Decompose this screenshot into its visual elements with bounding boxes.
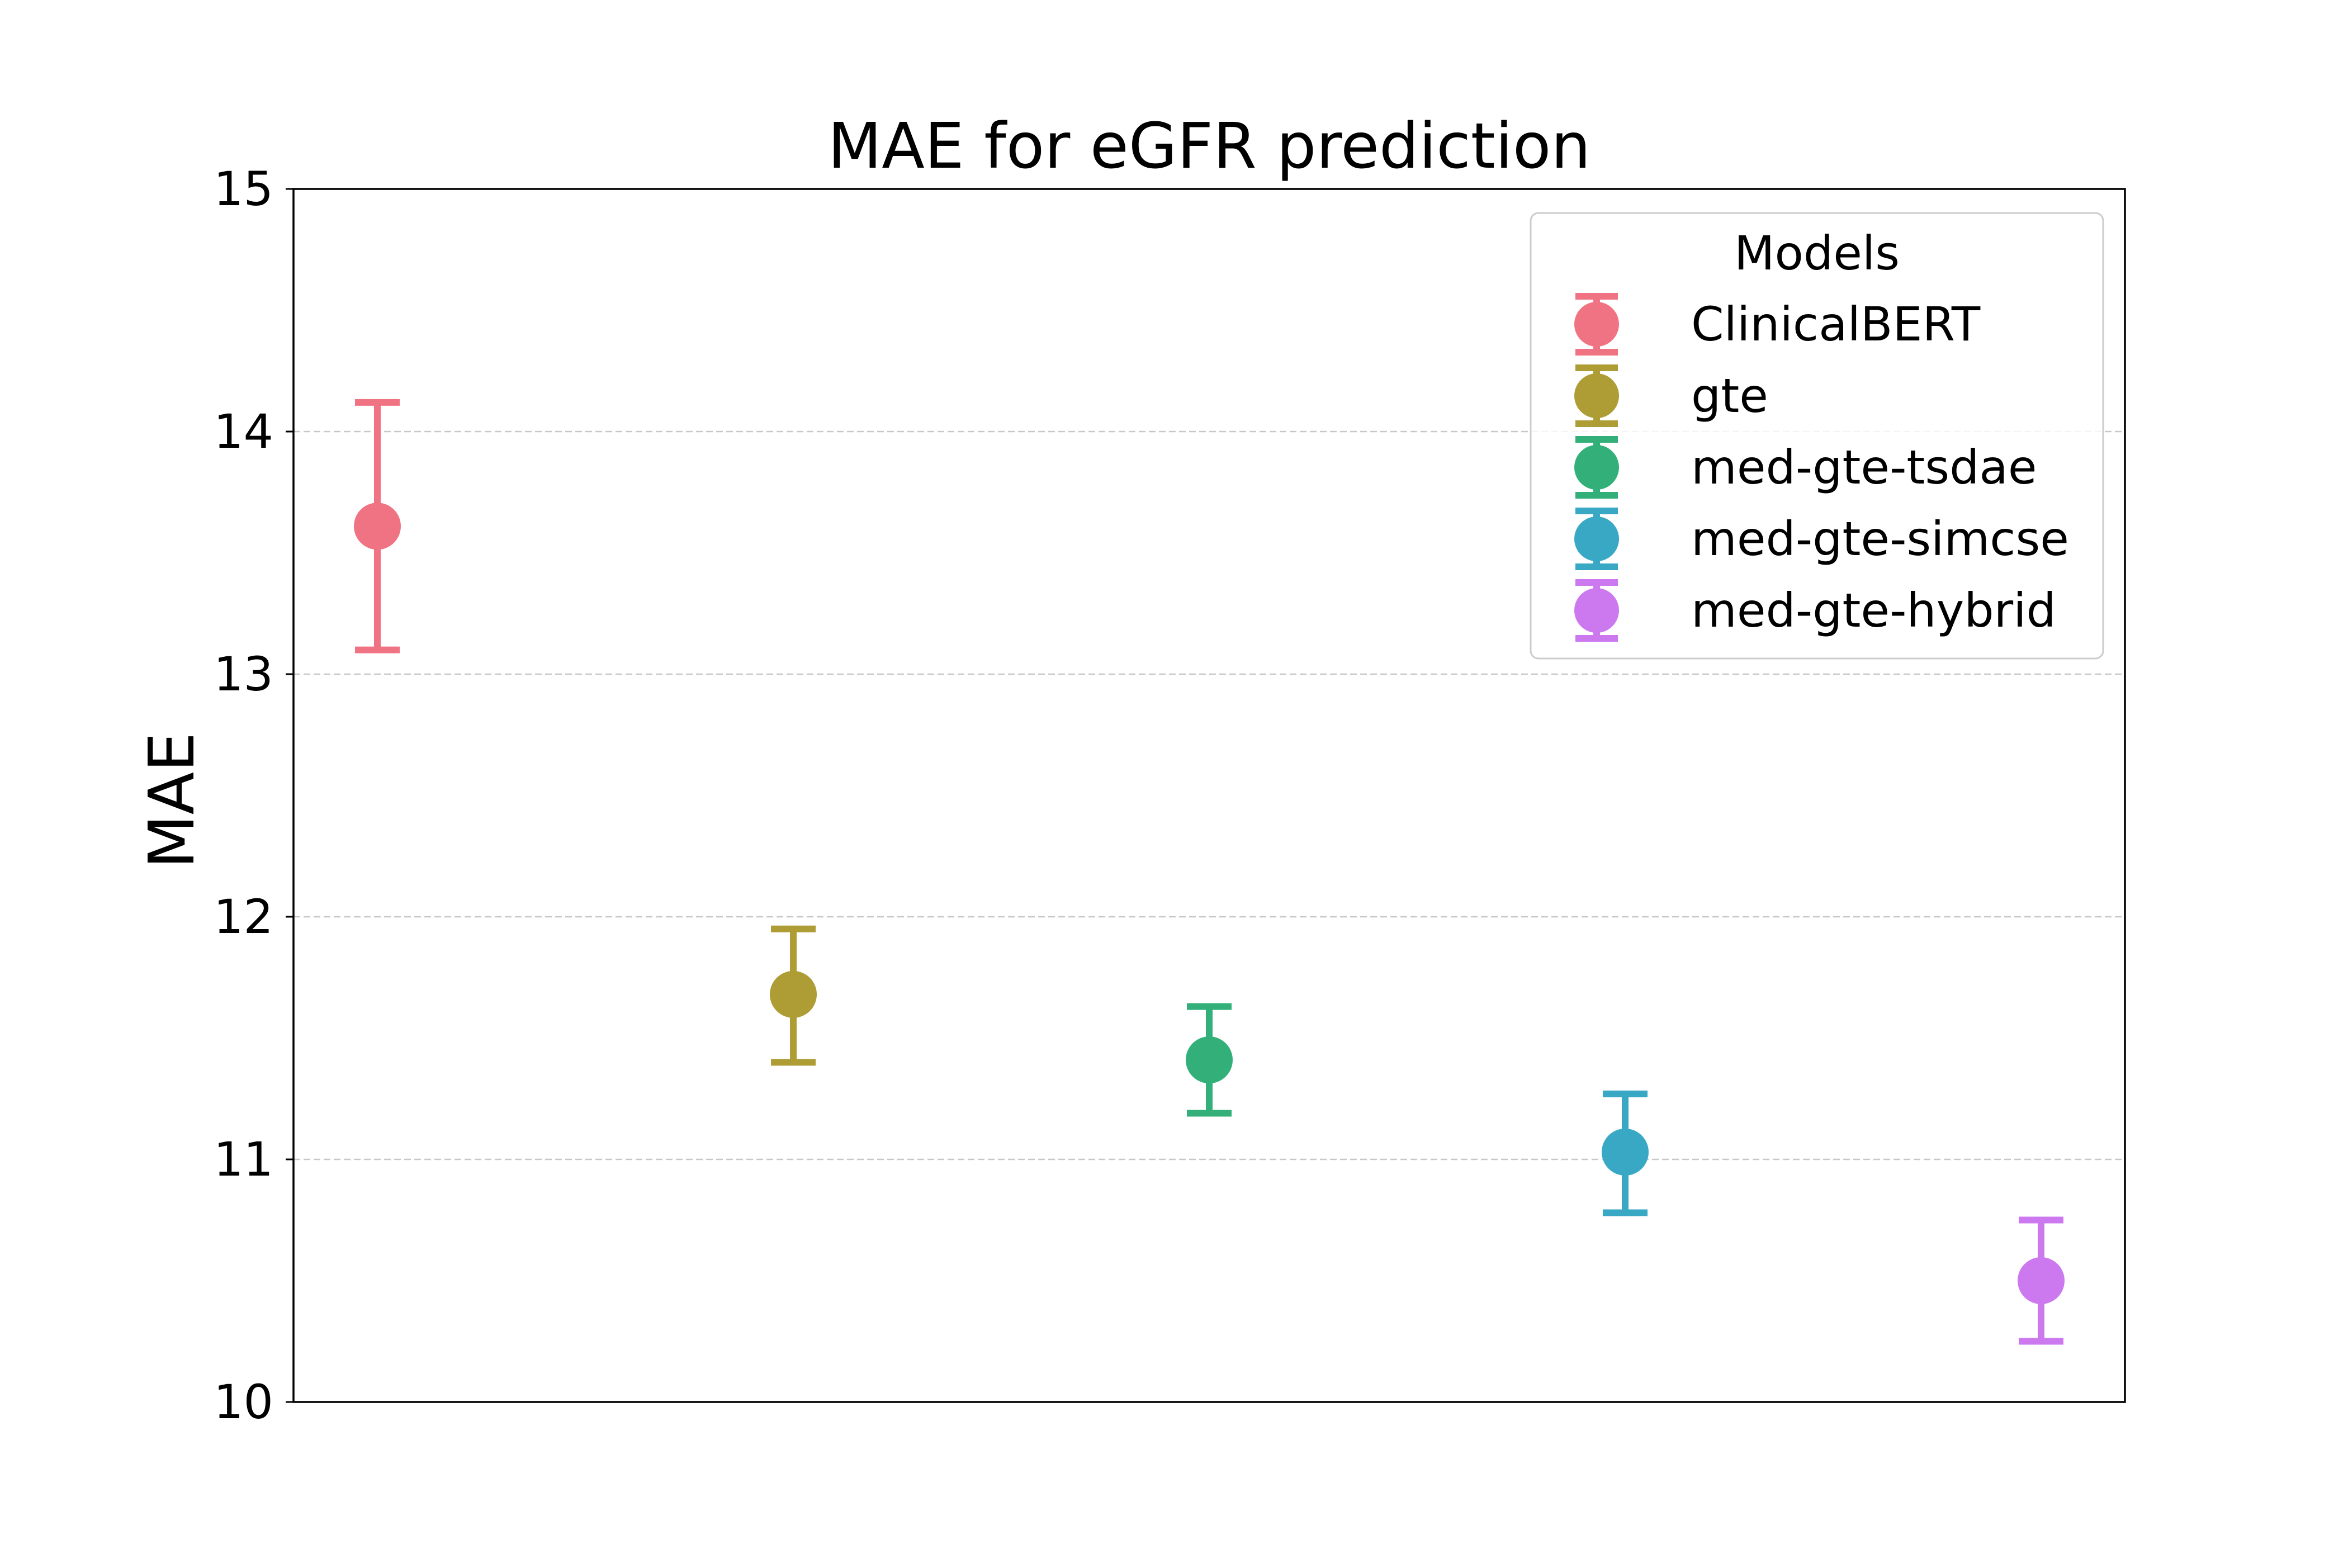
error-bar-point-med-gte-tsdae (1186, 1003, 1233, 1117)
legend-marker (1574, 445, 1619, 490)
legend-entry: ClinicalBERT (1574, 293, 1981, 356)
data-point (770, 970, 817, 1018)
legend-frame (1530, 212, 2104, 660)
data-point (1602, 1128, 1649, 1176)
legend-marker (1574, 373, 1619, 418)
legend-label: med-gte-hybrid (1691, 583, 2056, 638)
y-tick-label: 11 (214, 1132, 273, 1187)
y-axis-ticks: 10 11 12 13 14 15 (214, 162, 294, 1429)
y-tick-label: 13 (214, 647, 273, 702)
data-point (2018, 1257, 2065, 1304)
y-tick-label: 12 (214, 889, 273, 944)
data-marks (354, 399, 2065, 1345)
error-bar-point-clinicalbert (354, 399, 401, 653)
legend-entry: med-gte-hybrid (1574, 579, 2056, 642)
plot-area-frame (292, 188, 2126, 1403)
y-tick-label: 14 (214, 404, 273, 459)
error-bar-point-med-gte-hybrid (2018, 1216, 2065, 1345)
legend-marker (1574, 517, 1619, 561)
legend-entry: gte (1574, 364, 1768, 427)
y-tick-label: 15 (214, 162, 273, 216)
data-point (1186, 1036, 1233, 1084)
legend-label: ClinicalBERT (1691, 297, 1981, 352)
error-bar-point-med-gte-simcse (1602, 1090, 1649, 1216)
legend-marker (1574, 588, 1619, 633)
chart-title: MAE for eGFR prediction (828, 110, 1591, 183)
legend-entry: med-gte-simcse (1574, 508, 2069, 570)
legend-label: med-gte-simcse (1691, 511, 2069, 566)
legend-entry: med-gte-tsdae (1574, 436, 2037, 499)
y-tick-label: 10 (214, 1375, 273, 1429)
legend: Models ClinicalBERT gte med-gte-tsdae med-g… (1530, 212, 2104, 660)
legend-marker (1574, 302, 1619, 347)
y-axis-title: MAE (136, 732, 209, 869)
legend-label: gte (1691, 368, 1768, 423)
data-point (354, 503, 401, 550)
error-bar-point-gte (770, 925, 817, 1066)
legend-label: med-gte-tsdae (1691, 440, 2037, 495)
legend-title: Models (1734, 226, 1900, 281)
